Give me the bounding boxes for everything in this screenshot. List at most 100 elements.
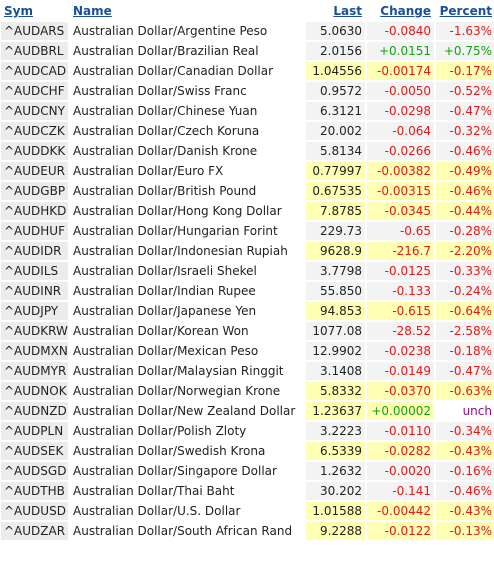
symbol-cell[interactable]: ^AUDCNY — [1, 102, 68, 120]
table-row[interactable]: ^AUDCZK Australian Dollar/Czech Koruna 20.… — [1, 122, 494, 140]
symbol-cell[interactable]: ^AUDPLN — [1, 422, 68, 440]
change-cell: -0.0238 — [367, 342, 434, 360]
table-row[interactable]: ^AUDHUF Australian Dollar/Hungarian Forin… — [1, 222, 494, 240]
symbol-cell[interactable]: ^AUDINR — [1, 282, 68, 300]
symbol-cell[interactable]: ^AUDBRL — [1, 42, 68, 60]
percent-change-cell: unch — [436, 402, 494, 420]
name-cell: Australian Dollar/Canadian Dollar — [70, 62, 304, 80]
sort-by-name-header[interactable]: Name — [70, 2, 304, 20]
name-cell: Australian Dollar/Euro FX — [70, 162, 304, 180]
table-header-row: Sym Name Last Change Percent — [1, 2, 494, 20]
percent-change-cell: -0.32% — [436, 122, 494, 140]
percent-change-cell: -1.63% — [436, 22, 494, 40]
table-row[interactable]: ^AUDJPY Australian Dollar/Japanese Yen 94.… — [1, 302, 494, 320]
table-row[interactable]: ^AUDZAR Australian Dollar/South African R… — [1, 522, 494, 540]
table-row[interactable]: ^AUDKRW Australian Dollar/Korean Won 1077.… — [1, 322, 494, 340]
table-row[interactable]: ^AUDILS Australian Dollar/Israeli Shekel 3… — [1, 262, 494, 280]
change-cell: -0.0345 — [367, 202, 434, 220]
table-row[interactable]: ^AUDARS Australian Dollar/Argentine Peso 5… — [1, 22, 494, 40]
table-row[interactable]: ^AUDIDR Australian Dollar/Indonesian Rupi… — [1, 242, 494, 260]
table-row[interactable]: ^AUDCHF Australian Dollar/Swiss Franc 0.95… — [1, 82, 494, 100]
change-cell: -0.0298 — [367, 102, 434, 120]
table-row[interactable]: ^AUDMYR Australian Dollar/Malaysian Ringg… — [1, 362, 494, 380]
last-price-cell: 94.853 — [306, 302, 365, 320]
table-row[interactable]: ^AUDNZD Australian Dollar/New Zealand Dol… — [1, 402, 494, 420]
table-row[interactable]: ^AUDHKD Australian Dollar/Hong Kong Dolla… — [1, 202, 494, 220]
table-row[interactable]: ^AUDGBP Australian Dollar/British Pound 0.… — [1, 182, 494, 200]
name-cell: Australian Dollar/Indonesian Rupiah — [70, 242, 304, 260]
symbol-cell[interactable]: ^AUDEUR — [1, 162, 68, 180]
symbol-cell[interactable]: ^AUDHKD — [1, 202, 68, 220]
last-price-cell: 0.67535 — [306, 182, 365, 200]
name-cell: Australian Dollar/Israeli Shekel — [70, 262, 304, 280]
symbol-cell[interactable]: ^AUDCZK — [1, 122, 68, 140]
symbol-cell[interactable]: ^AUDNZD — [1, 402, 68, 420]
symbol-cell[interactable]: ^AUDKRW — [1, 322, 68, 340]
symbol-cell[interactable]: ^AUDSEK — [1, 442, 68, 460]
last-price-cell: 229.73 — [306, 222, 365, 240]
table-row[interactable]: ^AUDPLN Australian Dollar/Polish Zloty 3.2… — [1, 422, 494, 440]
change-cell: -0.133 — [367, 282, 434, 300]
symbol-cell[interactable]: ^AUDGBP — [1, 182, 68, 200]
last-price-cell: 1.23637 — [306, 402, 365, 420]
symbol-cell[interactable]: ^AUDILS — [1, 262, 68, 280]
symbol-cell[interactable]: ^AUDMXN — [1, 342, 68, 360]
change-cell: -0.0020 — [367, 462, 434, 480]
table-row[interactable]: ^AUDBRL Australian Dollar/Brazilian Real 2… — [1, 42, 494, 60]
table-row[interactable]: ^AUDUSD Australian Dollar/U.S. Dollar 1.01… — [1, 502, 494, 520]
change-cell: -0.615 — [367, 302, 434, 320]
last-price-cell: 0.9572 — [306, 82, 365, 100]
last-price-cell: 20.002 — [306, 122, 365, 140]
symbol-cell[interactable]: ^AUDIDR — [1, 242, 68, 260]
symbol-cell[interactable]: ^AUDSGD — [1, 462, 68, 480]
change-cell: -0.0840 — [367, 22, 434, 40]
symbol-cell[interactable]: ^AUDUSD — [1, 502, 68, 520]
change-cell: -0.0149 — [367, 362, 434, 380]
change-cell: -0.0122 — [367, 522, 434, 540]
table-row[interactable]: ^AUDEUR Australian Dollar/Euro FX 0.77997-… — [1, 162, 494, 180]
table-row[interactable]: ^AUDSGD Australian Dollar/Singapore Dolla… — [1, 462, 494, 480]
sort-by-last-header[interactable]: Last — [306, 2, 365, 20]
percent-change-cell: -0.63% — [436, 382, 494, 400]
last-price-cell: 30.202 — [306, 482, 365, 500]
table-row[interactable]: ^AUDCAD Australian Dollar/Canadian Dollar… — [1, 62, 494, 80]
name-cell: Australian Dollar/South African Rand — [70, 522, 304, 540]
change-cell: -0.65 — [367, 222, 434, 240]
table-row[interactable]: ^AUDINR Australian Dollar/Indian Rupee 55.… — [1, 282, 494, 300]
sort-by-change-header[interactable]: Change — [367, 2, 434, 20]
table-row[interactable]: ^AUDSEK Australian Dollar/Swedish Krona 6.… — [1, 442, 494, 460]
last-price-cell: 5.8332 — [306, 382, 365, 400]
last-price-cell: 9628.9 — [306, 242, 365, 260]
symbol-cell[interactable]: ^AUDZAR — [1, 522, 68, 540]
change-cell: -0.0125 — [367, 262, 434, 280]
table-row[interactable]: ^AUDDKK Australian Dollar/Danish Krone 5.8… — [1, 142, 494, 160]
last-price-cell: 9.2288 — [306, 522, 365, 540]
symbol-cell[interactable]: ^AUDNOK — [1, 382, 68, 400]
name-cell: Australian Dollar/Hong Kong Dollar — [70, 202, 304, 220]
symbol-cell[interactable]: ^AUDHUF — [1, 222, 68, 240]
change-cell: -0.064 — [367, 122, 434, 140]
symbol-cell[interactable]: ^AUDJPY — [1, 302, 68, 320]
percent-change-cell: -2.20% — [436, 242, 494, 260]
table-row[interactable]: ^AUDCNY Australian Dollar/Chinese Yuan 6.3… — [1, 102, 494, 120]
last-price-cell: 3.7798 — [306, 262, 365, 280]
symbol-cell[interactable]: ^AUDMYR — [1, 362, 68, 380]
change-cell: -216.7 — [367, 242, 434, 260]
symbol-cell[interactable]: ^AUDTHB — [1, 482, 68, 500]
symbol-cell[interactable]: ^AUDDKK — [1, 142, 68, 160]
percent-change-cell: -0.46% — [436, 482, 494, 500]
last-price-cell: 6.3121 — [306, 102, 365, 120]
percent-change-cell: -0.64% — [436, 302, 494, 320]
name-cell: Australian Dollar/New Zealand Dollar — [70, 402, 304, 420]
table-row[interactable]: ^AUDMXN Australian Dollar/Mexican Peso 12.… — [1, 342, 494, 360]
currency-quotes-table: Sym Name Last Change Percent ^AUDARS Aust… — [1, 2, 494, 540]
symbol-cell[interactable]: ^AUDARS — [1, 22, 68, 40]
symbol-cell[interactable]: ^AUDCHF — [1, 82, 68, 100]
change-cell: -0.00315 — [367, 182, 434, 200]
table-row[interactable]: ^AUDNOK Australian Dollar/Norwegian Krone… — [1, 382, 494, 400]
sort-by-symbol-header[interactable]: Sym — [1, 2, 68, 20]
symbol-cell[interactable]: ^AUDCAD — [1, 62, 68, 80]
name-cell: Australian Dollar/British Pound — [70, 182, 304, 200]
sort-by-percent-header[interactable]: Percent — [436, 2, 494, 20]
table-row[interactable]: ^AUDTHB Australian Dollar/Thai Baht 30.202… — [1, 482, 494, 500]
